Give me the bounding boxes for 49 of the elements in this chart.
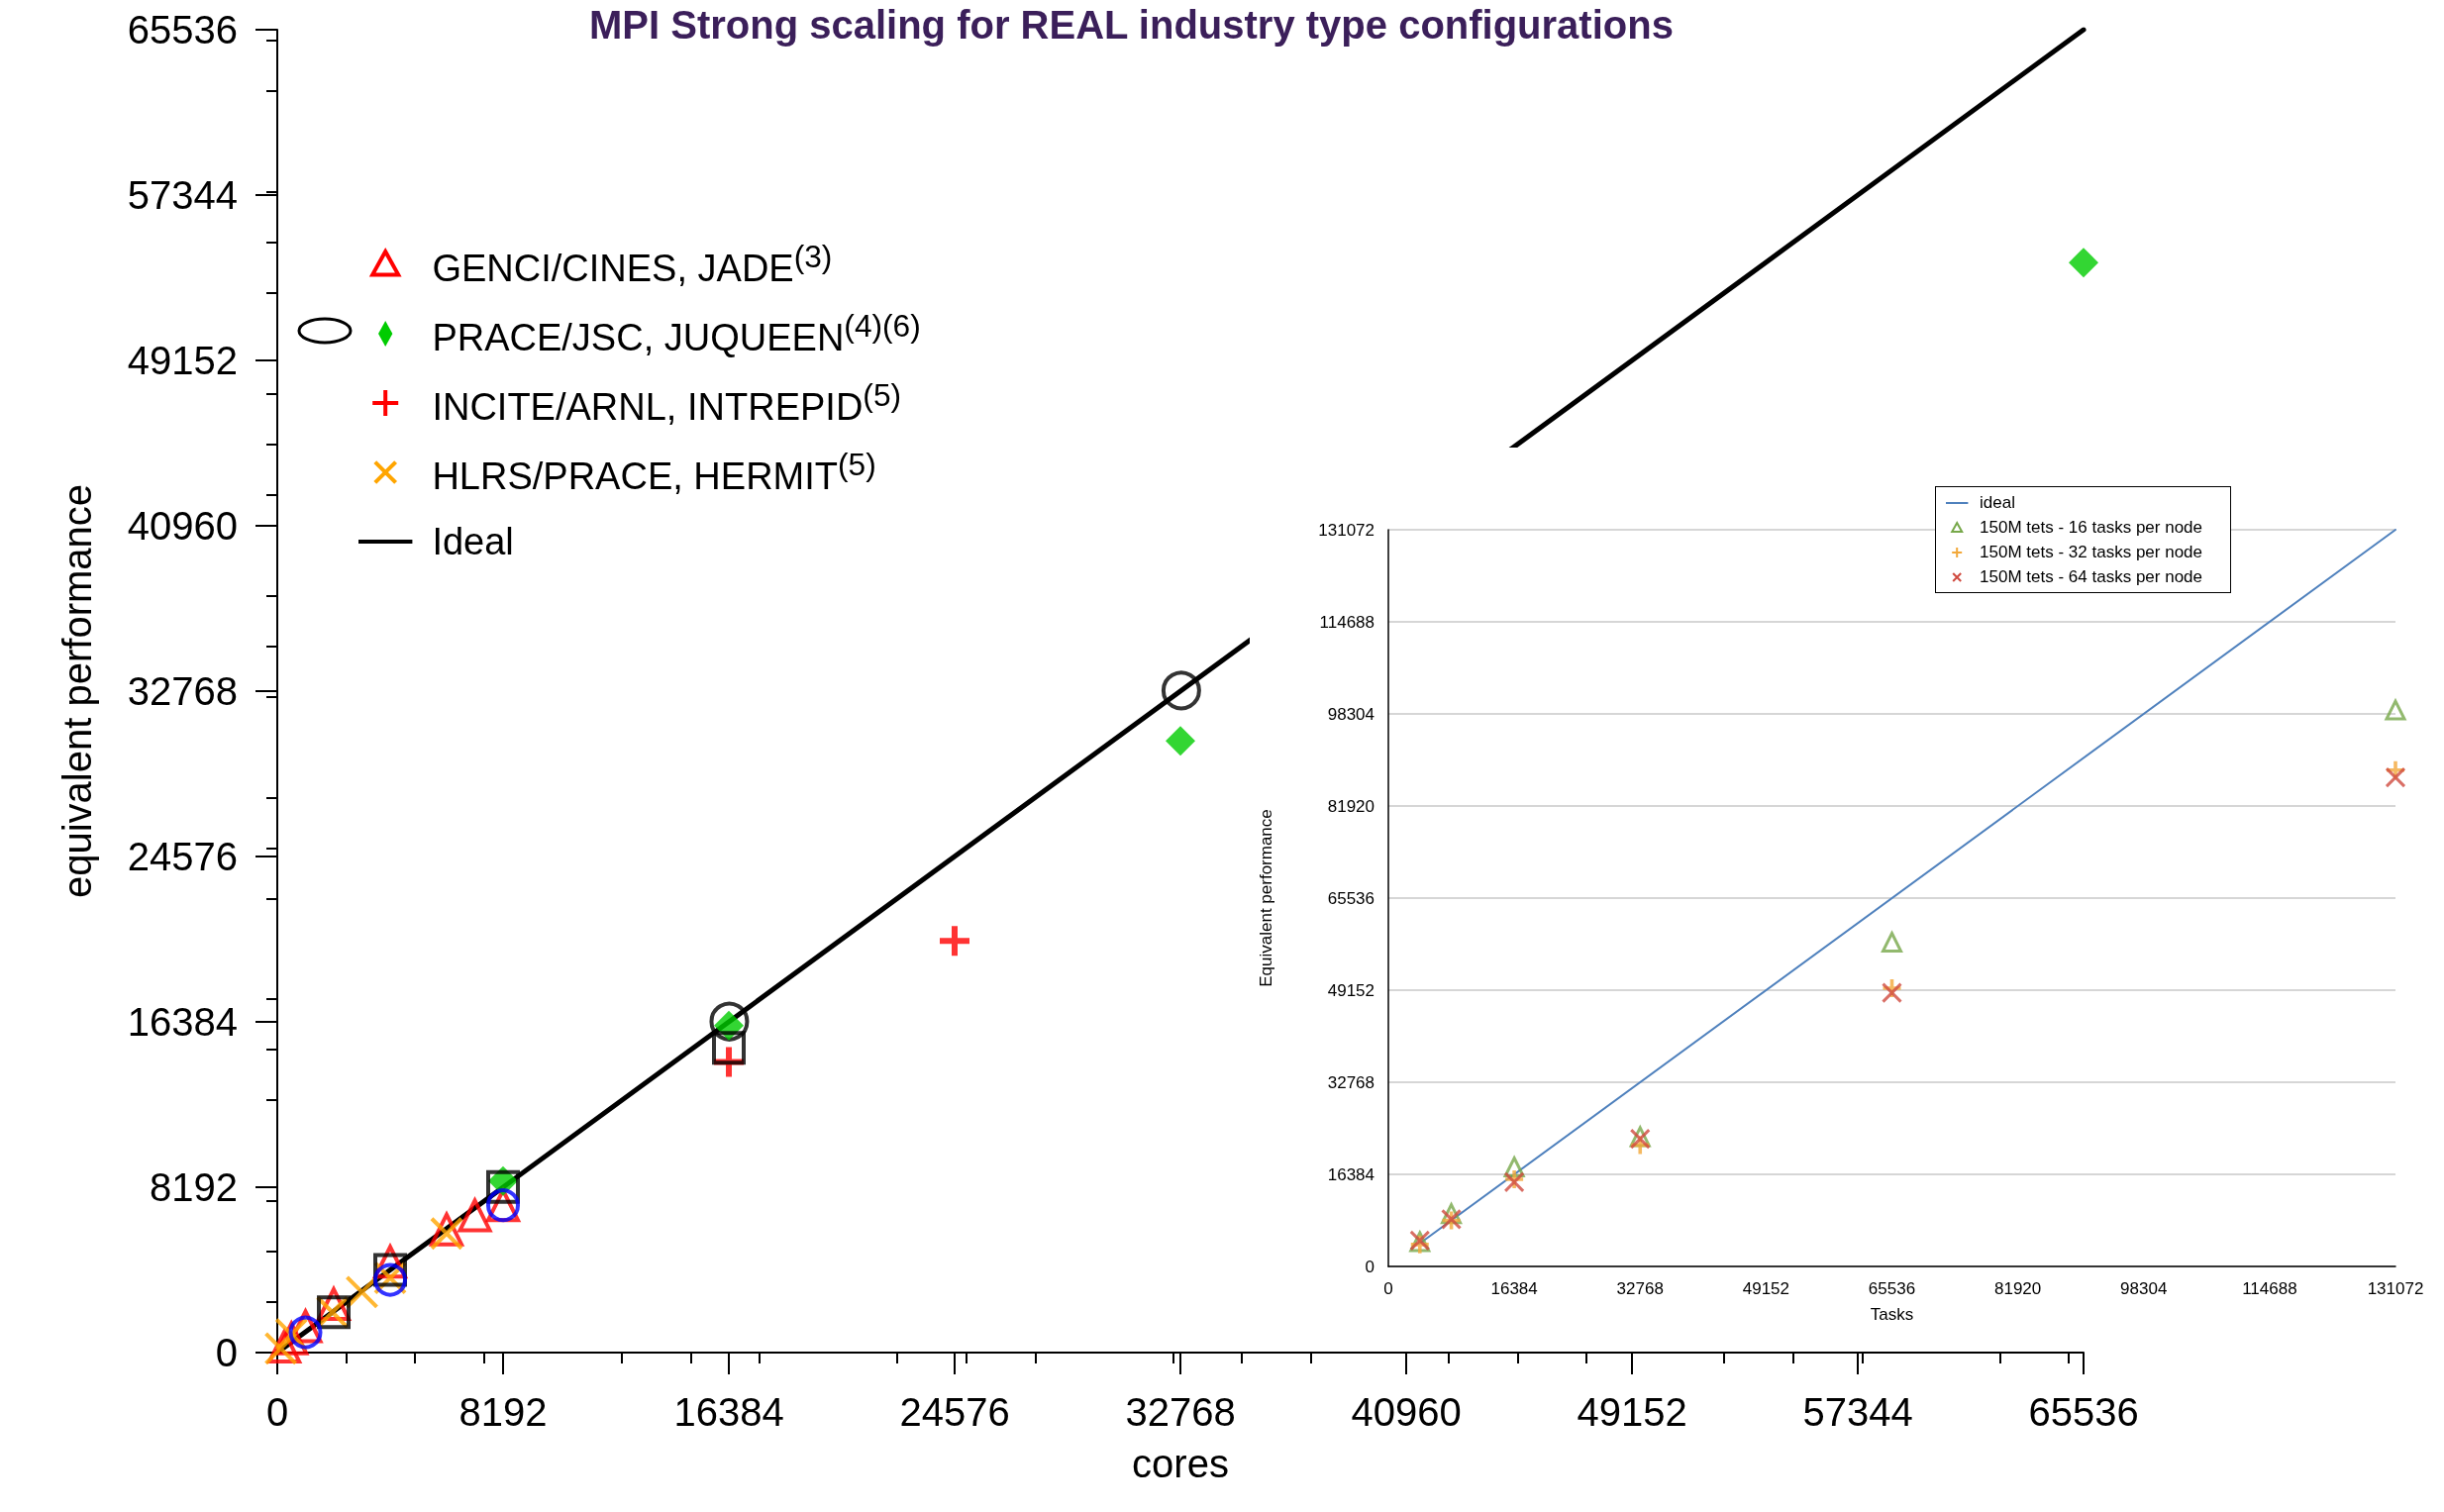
x-tick-label: 49152 bbox=[1742, 1279, 1790, 1298]
y-tick-label: 32768 bbox=[127, 669, 238, 713]
legend-label: ideal bbox=[1980, 492, 2016, 513]
y-tick-label: 16384 bbox=[1327, 1164, 1375, 1184]
y-tick-label: 49152 bbox=[127, 339, 238, 382]
legend-label: Ideal bbox=[432, 520, 514, 563]
y-tick-label: 8192 bbox=[150, 1165, 238, 1209]
x-tick-label: 16384 bbox=[673, 1390, 784, 1434]
y-tick-label: 0 bbox=[215, 1331, 238, 1374]
y-axis-title: equivalent performance bbox=[55, 483, 99, 899]
y-tick-label: 57344 bbox=[127, 173, 238, 217]
y-tick-label: 32768 bbox=[1327, 1072, 1375, 1092]
y-axis-title: Equivalent performance bbox=[1257, 809, 1275, 987]
y-tick-label: 40960 bbox=[127, 504, 238, 548]
x-tick-label: 98304 bbox=[2120, 1279, 2168, 1298]
x-axis-title: Tasks bbox=[1870, 1305, 1914, 1324]
x-tick-label: 131072 bbox=[2367, 1279, 2424, 1298]
y-tick-label: 81920 bbox=[1327, 796, 1375, 816]
x-tick-label: 114688 bbox=[2242, 1279, 2297, 1298]
legend-label: GENCI/CINES, JADE$^{(3)}$ bbox=[432, 239, 833, 290]
y-tick-label: 16384 bbox=[127, 1000, 238, 1044]
y-tick-label: 131072 bbox=[1318, 520, 1375, 540]
legend-label: INCITE/ARNL, INTREPID$^{(5)}$ bbox=[432, 377, 902, 429]
y-tick-label: 49152 bbox=[1327, 980, 1375, 1000]
x-tick-label: 32768 bbox=[1616, 1279, 1664, 1298]
x-tick-label: 0 bbox=[1383, 1279, 1393, 1298]
legend-label: HLRS/PRACE, HERMIT$^{(5)}$ bbox=[432, 447, 876, 498]
y-tick-label: 24576 bbox=[127, 835, 238, 878]
x-tick-label: 65536 bbox=[2028, 1390, 2139, 1434]
x-tick-label: 16384 bbox=[1490, 1279, 1538, 1298]
x-axis-title: cores bbox=[1132, 1442, 1229, 1485]
x-tick-label: 8192 bbox=[458, 1390, 548, 1434]
legend-label: 150M tets - 16 tasks per node bbox=[1980, 517, 2202, 538]
y-tick-label: 65536 bbox=[1327, 888, 1375, 908]
legend-label: PRACE/JSC, JUQUEEN$^{(4)(6)}$ bbox=[432, 308, 921, 359]
x-tick-label: 65536 bbox=[1868, 1279, 1916, 1298]
legend-label: 150M tets - 32 tasks per node bbox=[1980, 542, 2202, 562]
y-tick-label: 98304 bbox=[1327, 704, 1375, 724]
y-tick-label: 0 bbox=[1365, 1257, 1375, 1276]
x-tick-label: 49152 bbox=[1577, 1390, 1687, 1434]
x-tick-label: 32768 bbox=[1125, 1390, 1236, 1434]
legend-label: 150M tets - 64 tasks per node bbox=[1980, 566, 2202, 587]
x-tick-label: 0 bbox=[265, 1390, 289, 1434]
chart-title: MPI Strong scaling for REAL industry type configurations bbox=[589, 3, 1674, 47]
y-tick-label: 65536 bbox=[127, 8, 238, 51]
x-tick-label: 57344 bbox=[1802, 1390, 1913, 1434]
x-tick-label: 81920 bbox=[1993, 1279, 2042, 1298]
x-tick-label: 24576 bbox=[899, 1390, 1010, 1434]
y-tick-label: 114688 bbox=[1319, 612, 1375, 632]
